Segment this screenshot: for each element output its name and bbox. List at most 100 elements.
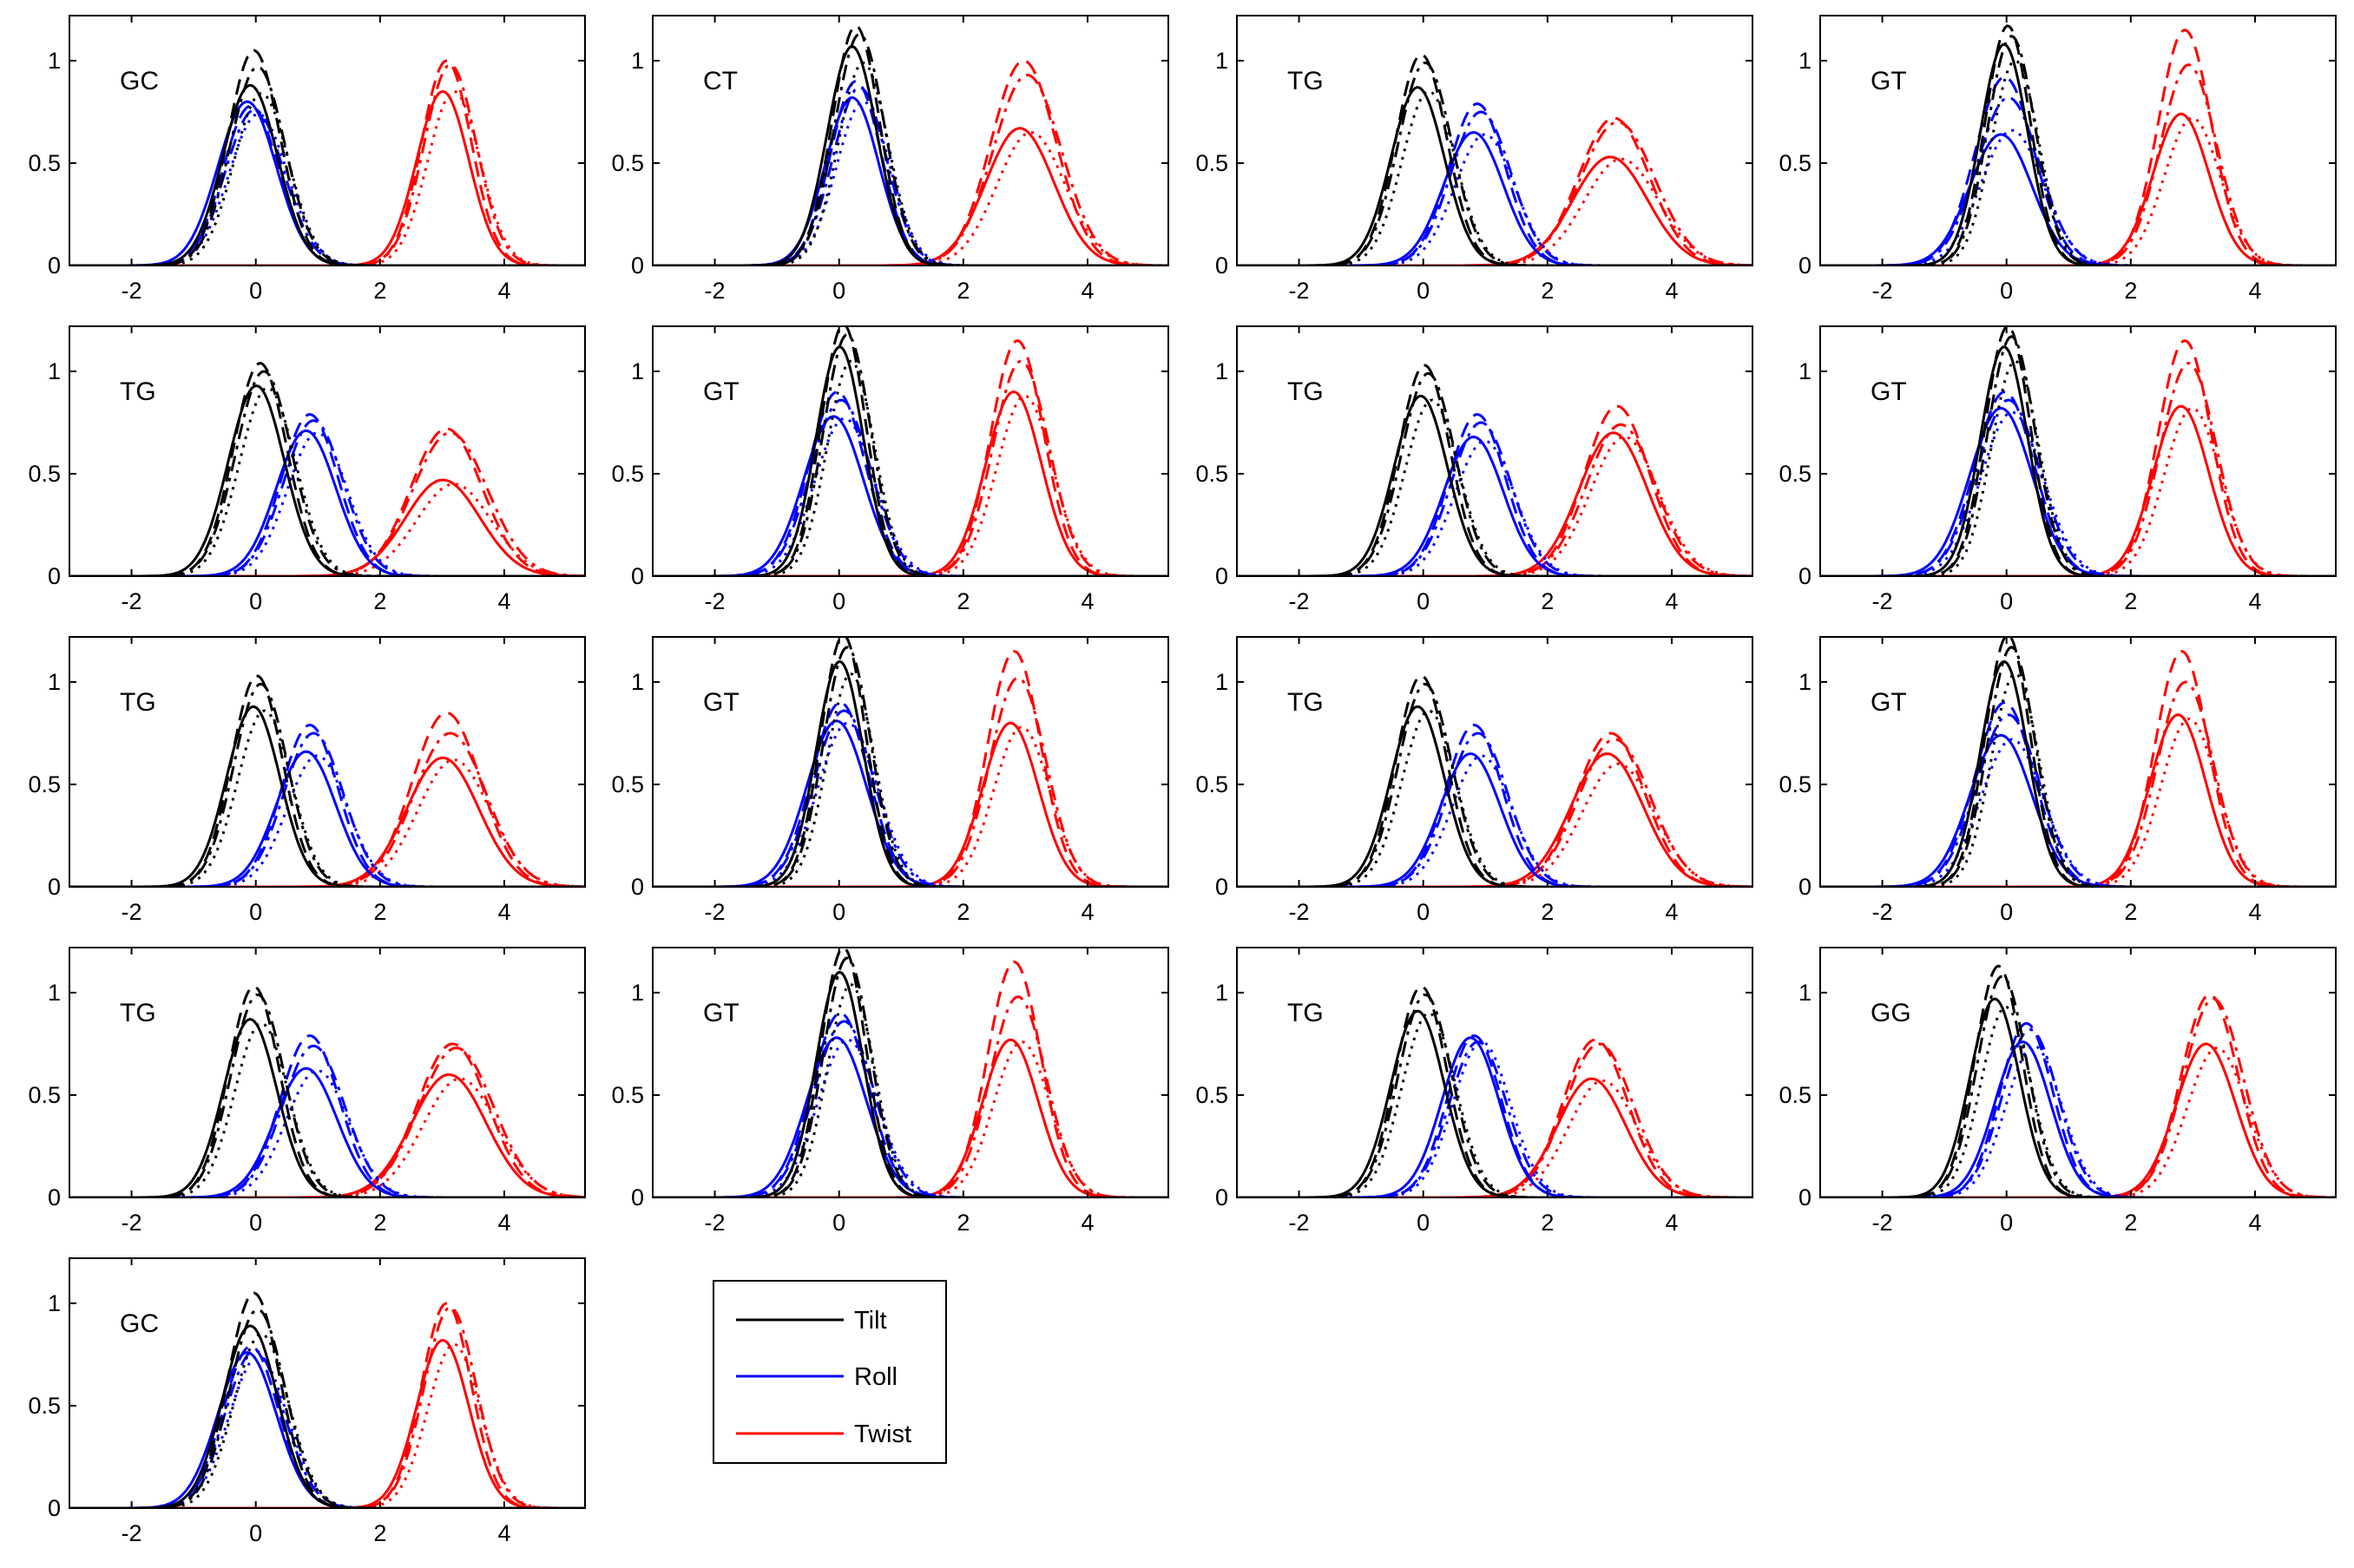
x-tick-label: 0 bbox=[2000, 899, 2013, 925]
legend-label-twist: Twist bbox=[854, 1420, 911, 1448]
x-tick-label: 2 bbox=[957, 1210, 970, 1236]
roll-series-dash-dot bbox=[653, 398, 1168, 576]
y-tick-label: 1 bbox=[1215, 48, 1228, 74]
roll-series-dash-dot bbox=[1820, 1027, 2336, 1197]
y-tick-label: 1 bbox=[48, 48, 61, 74]
twist-series-dashed bbox=[1237, 404, 1752, 576]
roll-series-dotted bbox=[69, 1355, 585, 1508]
panel-11: -2 0 2 4 0 0.5 1 TG bbox=[1195, 636, 1753, 925]
panel-axes-box bbox=[1819, 15, 2337, 266]
x-tick-label: -2 bbox=[705, 278, 726, 304]
y-tick-label: 0 bbox=[1798, 874, 1812, 900]
roll-series-dash-dot bbox=[69, 1044, 585, 1197]
twist-series-dotted bbox=[69, 89, 585, 266]
panel-5: -2 0 2 4 0 0.5 1 TG bbox=[28, 325, 586, 614]
x-tick-label: 2 bbox=[1541, 899, 1554, 925]
y-tick-label: 0.5 bbox=[28, 771, 61, 797]
x-tick-label: -2 bbox=[1289, 1210, 1310, 1236]
y-tick-label: 0 bbox=[1798, 563, 1812, 589]
roll-series-dotted bbox=[69, 431, 585, 576]
x-tick-label: 4 bbox=[1081, 899, 1094, 925]
twist-series-dotted bbox=[1820, 717, 2336, 887]
twist-series-dotted bbox=[69, 1342, 585, 1508]
x-tick-label: 0 bbox=[249, 588, 262, 614]
y-tick-label: 0.5 bbox=[1195, 771, 1228, 797]
legend: Tilt Roll Twist bbox=[713, 1280, 947, 1464]
x-tick-label: -2 bbox=[1289, 588, 1310, 614]
tilt-series-dash-dot bbox=[69, 1308, 585, 1508]
y-tick-label: 0 bbox=[48, 1495, 61, 1521]
roll-series-solid bbox=[1820, 1040, 2336, 1197]
y-tick-label: 0 bbox=[48, 253, 61, 279]
tilt-series-solid bbox=[1237, 86, 1752, 266]
tilt-series-dash-dot bbox=[69, 65, 585, 266]
x-tick-label: -2 bbox=[705, 588, 726, 614]
roll-series-solid bbox=[653, 719, 1168, 887]
twist-series-solid bbox=[1237, 431, 1752, 576]
roll-series-dash-dot bbox=[69, 732, 585, 887]
x-tick-label: 4 bbox=[497, 1520, 510, 1546]
panel-6: -2 0 2 4 0 0.5 1 GT bbox=[611, 325, 1169, 614]
panel-axes-box bbox=[652, 325, 1169, 577]
x-tick-label: 4 bbox=[1665, 899, 1678, 925]
roll-series-dash-dot bbox=[69, 108, 585, 266]
twist-series-dashed bbox=[1237, 1038, 1752, 1197]
y-tick-label: 0.5 bbox=[1779, 771, 1812, 797]
y-tick-label: 0.5 bbox=[1195, 461, 1228, 487]
x-tick-label: 4 bbox=[2248, 588, 2261, 614]
panel-label: TG bbox=[1287, 688, 1324, 717]
tilt-series-dash-dot bbox=[69, 370, 585, 576]
x-tick-label: -2 bbox=[122, 1520, 142, 1546]
panel-8: -2 0 2 4 0 0.5 1 GT bbox=[1779, 325, 2337, 614]
roll-series-dash-dot bbox=[69, 419, 585, 576]
tilt-series-solid bbox=[1820, 997, 2336, 1197]
roll-series-dash-dot bbox=[1237, 1040, 1752, 1197]
y-tick-label: 1 bbox=[1798, 358, 1812, 384]
roll-series-solid bbox=[1237, 131, 1752, 266]
y-tick-label: 0 bbox=[1215, 253, 1228, 279]
x-tick-label: 2 bbox=[1541, 1210, 1554, 1236]
roll-series-solid bbox=[69, 1066, 585, 1197]
panel-axes-box bbox=[69, 15, 586, 266]
y-tick-label: 0.5 bbox=[28, 1082, 61, 1108]
panel-axes-box bbox=[652, 636, 1169, 888]
panel-3: -2 0 2 4 0 0.5 1 TG bbox=[1195, 15, 1753, 304]
x-tick-label: 0 bbox=[249, 899, 262, 925]
twist-series-dashed bbox=[1820, 339, 2336, 576]
tilt-series-dash-dot bbox=[1820, 646, 2336, 887]
panel-label: TG bbox=[1287, 377, 1324, 406]
roll-series-dotted bbox=[1820, 128, 2336, 266]
panel-4: -2 0 2 4 0 0.5 1 GT bbox=[1779, 15, 2337, 304]
tilt-series-solid bbox=[1237, 1009, 1752, 1197]
x-tick-label: 2 bbox=[2124, 1210, 2137, 1236]
panel-axes-box bbox=[69, 947, 586, 1198]
panel-10: -2 0 2 4 0 0.5 1 GT bbox=[611, 636, 1169, 925]
roll-series-solid bbox=[1237, 752, 1752, 887]
y-tick-label: 1 bbox=[48, 669, 61, 695]
panel-13: -2 0 2 4 0 0.5 1 TG bbox=[28, 947, 586, 1236]
roll-series-dashed bbox=[653, 390, 1168, 576]
x-tick-label: 0 bbox=[2000, 278, 2013, 304]
x-tick-label: -2 bbox=[1289, 899, 1310, 925]
panel-label: TG bbox=[120, 377, 156, 406]
x-tick-label: 0 bbox=[1417, 588, 1430, 614]
twist-series-dash-dot bbox=[1237, 738, 1752, 887]
y-tick-label: 0.5 bbox=[611, 150, 644, 176]
panel-label: TG bbox=[120, 999, 156, 1027]
y-tick-label: 1 bbox=[48, 1290, 61, 1316]
roll-series-dash-dot bbox=[1237, 421, 1752, 576]
x-tick-label: 2 bbox=[373, 1210, 386, 1236]
tilt-series-dash-dot bbox=[69, 682, 585, 887]
roll-series-dashed bbox=[69, 723, 585, 887]
roll-series-dashed bbox=[1237, 412, 1752, 576]
x-tick-label: 0 bbox=[1417, 899, 1430, 925]
twist-series-solid bbox=[1820, 713, 2336, 887]
x-tick-label: -2 bbox=[1289, 278, 1310, 304]
x-tick-label: -2 bbox=[122, 1210, 142, 1236]
roll-series-solid bbox=[1820, 406, 2336, 576]
x-tick-label: 4 bbox=[2248, 1210, 2261, 1236]
tilt-series-dotted bbox=[69, 386, 585, 576]
twist-series-dotted bbox=[1237, 157, 1752, 266]
roll-series-dashed bbox=[1820, 390, 2336, 576]
y-tick-label: 1 bbox=[1215, 358, 1228, 384]
